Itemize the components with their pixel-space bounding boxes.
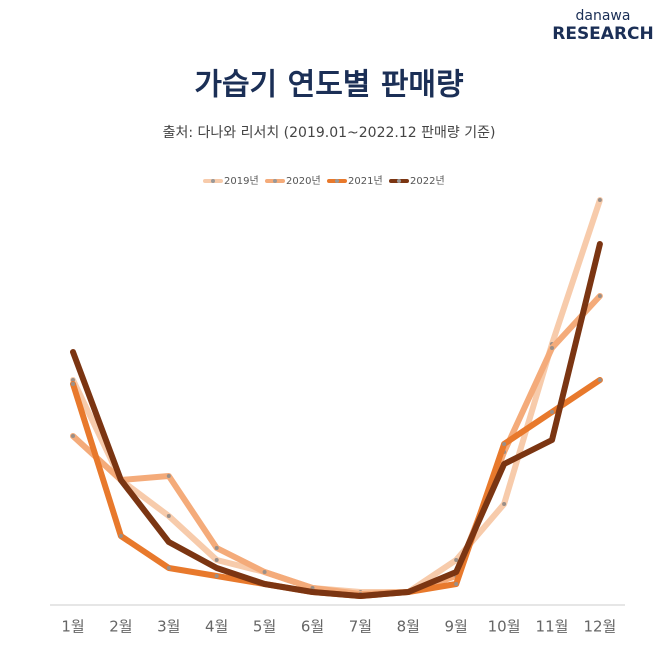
data-point (71, 434, 75, 438)
data-point (358, 594, 363, 598)
data-point (214, 546, 219, 550)
x-tick-label: 1월 (61, 618, 84, 636)
legend-dot (273, 179, 277, 183)
data-point (118, 478, 123, 482)
data-point (454, 570, 459, 574)
x-tick-label: 2월 (109, 618, 132, 636)
data-point (166, 566, 171, 570)
chart-title: 가습기 연도별 판매량 (194, 68, 464, 103)
data-point (502, 502, 507, 506)
legend-label: 2022년 (410, 175, 445, 187)
data-point (214, 574, 219, 578)
logo-bottom: RESEARCH (552, 24, 654, 44)
legend-label: 2019년 (224, 175, 259, 187)
data-point (502, 462, 507, 466)
data-point (166, 540, 171, 544)
legend-dot (211, 179, 215, 183)
data-point (262, 570, 267, 574)
data-point (502, 442, 507, 446)
data-point (166, 514, 171, 518)
data-point (454, 558, 459, 562)
data-point (214, 566, 219, 570)
data-point (550, 438, 554, 442)
legend-dot (335, 179, 339, 183)
data-point (118, 534, 123, 538)
data-point (597, 378, 602, 382)
x-tick-label: 9월 (445, 618, 468, 636)
legend-label: 2020년 (286, 175, 321, 187)
x-tick-label: 5월 (253, 618, 276, 636)
data-point (550, 346, 554, 350)
x-tick-label: 4월 (205, 618, 228, 636)
series-line (70, 197, 603, 595)
data-point (454, 582, 459, 586)
data-point (550, 410, 554, 414)
x-tick-label: 10월 (488, 618, 521, 636)
data-point (71, 350, 75, 354)
data-point (71, 378, 75, 382)
x-tick-label: 11월 (536, 618, 569, 636)
data-point (597, 198, 602, 202)
data-point (597, 242, 602, 246)
legend-label: 2021년 (348, 175, 383, 187)
data-point (71, 382, 75, 386)
x-tick-label: 7월 (349, 618, 372, 636)
data-point (262, 582, 267, 586)
data-point (166, 474, 171, 478)
data-point (597, 294, 602, 298)
x-tick-label: 12월 (583, 618, 616, 636)
x-tick-label: 6월 (301, 618, 324, 636)
data-point (214, 558, 219, 562)
series-line (70, 241, 603, 599)
data-point (310, 590, 315, 594)
x-tick-label: 3월 (157, 618, 180, 636)
x-tick-label: 8월 (397, 618, 420, 636)
data-point (406, 590, 411, 594)
logo-top: danawa (576, 8, 631, 24)
legend-dot (397, 179, 401, 183)
chart-subtitle: 출처: 다나와 리서치 (2019.01~2022.12 판매량 기준) (163, 125, 496, 141)
